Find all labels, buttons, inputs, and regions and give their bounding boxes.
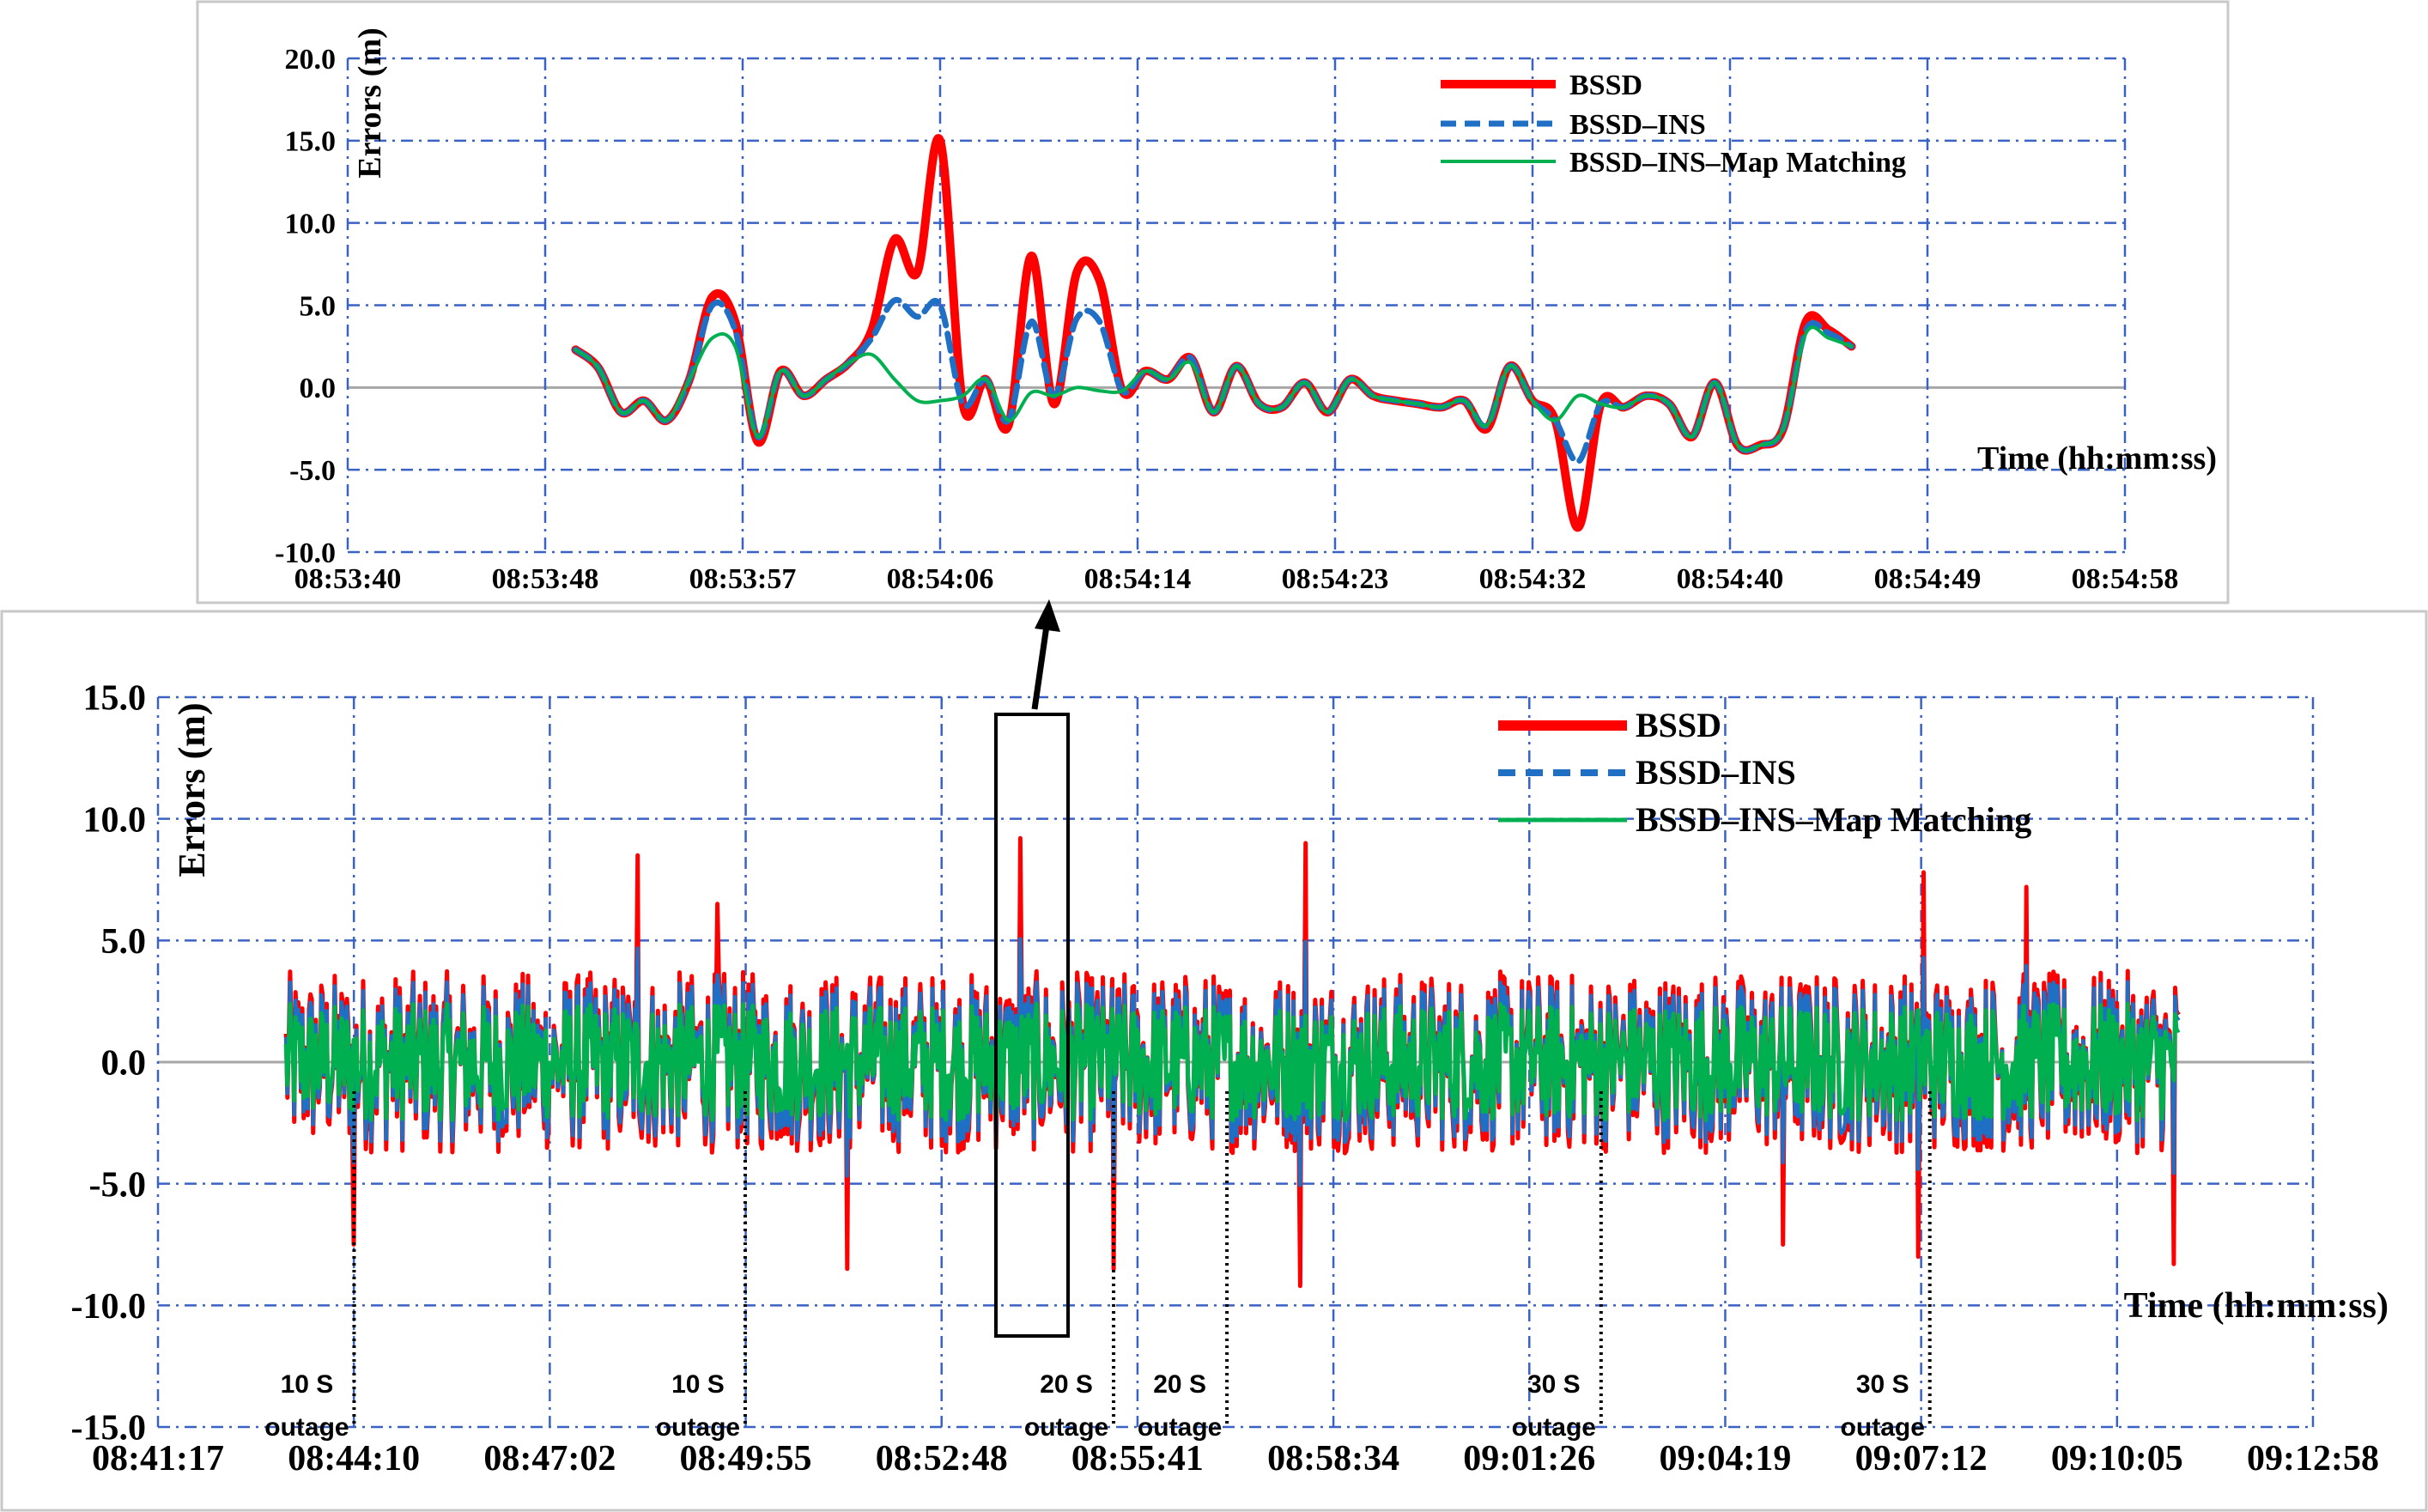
inset-x-tick-label: 08:54:58 <box>2072 563 2179 595</box>
inset-y-axis-label: Errors (m) <box>352 27 388 179</box>
inset-chart-frame <box>196 0 2230 604</box>
main-y-tick-label: 10.0 <box>83 800 147 840</box>
zoom-arrow-head <box>1035 599 1060 632</box>
main-y-tick-label: 0.0 <box>101 1044 147 1084</box>
outage-label: outage <box>656 1413 740 1442</box>
main-y-tick-labels: 15.0 10.0 5.0 0.0 -5.0 -10.0 -15.0 <box>71 679 147 1448</box>
main-x-tick-label: 09:12:58 <box>2247 1439 2379 1479</box>
outage-duration-label: 20 S <box>1040 1370 1093 1399</box>
outage-label: outage <box>1024 1413 1108 1442</box>
main-legend-label-bssd: BSSD <box>1636 706 1721 744</box>
main-series-line-2 <box>283 1001 2181 1123</box>
main-legend-label-bssd-ins-mm: BSSD–INS–Map Matching <box>1636 800 2031 839</box>
outage-markers: 10 S outage 10 S outage 20 S outage 20 S outage… <box>264 1091 1932 1442</box>
outage-duration-label: 10 S <box>671 1370 725 1399</box>
main-legend: BSSD BSSD–INS BSSD–INS–Map Matching <box>1498 706 2031 839</box>
inset-y-tick-label: 5.0 <box>300 290 337 322</box>
zoom-arrow-shaft <box>1031 619 1051 710</box>
inset-x-tick-labels: 08:53:40 08:53:48 08:53:57 08:54:06 08:54:14… <box>294 563 2179 595</box>
main-x-tick-label: 08:55:41 <box>1071 1439 1204 1479</box>
main-legend-label-bssd-ins: BSSD–INS <box>1636 753 1796 792</box>
inset-y-tick-label: 20.0 <box>285 44 337 76</box>
outage-duration-label: 20 S <box>1153 1370 1206 1399</box>
inset-x-tick-label: 08:54:32 <box>1479 563 1587 595</box>
main-y-axis-label: Errors (m) <box>171 702 213 877</box>
outage-duration-label: 10 S <box>281 1370 334 1399</box>
inset-x-axis-label: Time (hh:mm:ss) <box>1977 440 2217 477</box>
outage-label: outage <box>264 1413 349 1442</box>
inset-legend: BSSD BSSD–INS BSSD–INS–Map Matching <box>1441 70 1906 179</box>
inset-x-tick-label: 08:54:40 <box>1677 563 1784 595</box>
main-x-tick-labels: 08:41:17 08:44:10 08:47:02 08:49:55 08:52:48… <box>92 1439 2379 1479</box>
inset-series-line-2 <box>574 325 1854 452</box>
outage-label: outage <box>1512 1413 1596 1442</box>
inset-gridlines <box>346 57 2127 554</box>
main-x-tick-label: 08:49:55 <box>680 1439 812 1479</box>
inset-x-tick-label: 08:54:14 <box>1084 563 1192 595</box>
inset-y-tick-label: -10.0 <box>275 537 336 569</box>
inset-legend-label-bssd-ins: BSSD–INS <box>1569 109 1706 141</box>
main-x-tick-label: 09:04:19 <box>1659 1439 1791 1479</box>
inset-legend-label-bssd-ins-mm: BSSD–INS–Map Matching <box>1569 147 1906 179</box>
inset-y-tick-labels: 20.0 15.0 10.0 5.0 0.0 -5.0 -10.0 <box>275 44 336 569</box>
inset-x-tick-label: 08:53:48 <box>492 563 599 595</box>
inset-x-tick-label: 08:53:57 <box>689 563 797 595</box>
main-x-tick-label: 09:07:12 <box>1855 1439 1988 1479</box>
inset-y-tick-label: 15.0 <box>285 126 337 158</box>
inset-y-tick-label: 0.0 <box>300 373 337 404</box>
main-y-tick-label: 5.0 <box>101 922 147 962</box>
inset-x-tick-label: 08:53:40 <box>294 563 402 595</box>
main-x-tick-label: 08:44:10 <box>288 1439 420 1479</box>
main-y-tick-label: -10.0 <box>71 1287 147 1327</box>
inset-series-lines <box>571 134 1856 532</box>
inset-x-tick-label: 08:54:49 <box>1874 563 1982 595</box>
inset-x-tick-label: 08:54:23 <box>1282 563 1389 595</box>
main-y-tick-label: -15.0 <box>71 1409 147 1448</box>
inset-x-tick-label: 08:54:06 <box>887 563 994 595</box>
inset-legend-label-bssd: BSSD <box>1569 70 1642 101</box>
main-x-tick-label: 09:10:05 <box>2051 1439 2183 1479</box>
outage-label: outage <box>1138 1413 1222 1442</box>
main-x-tick-label: 09:01:26 <box>1463 1439 1595 1479</box>
main-x-axis-label: Time (hh:mm:ss) <box>2124 1286 2389 1326</box>
zoom-region-box <box>994 713 1070 1338</box>
outage-duration-label: 30 S <box>1856 1370 1909 1399</box>
main-x-tick-label: 08:58:34 <box>1267 1439 1399 1479</box>
main-y-tick-label: 15.0 <box>83 679 147 719</box>
main-y-tick-label: -5.0 <box>89 1165 147 1205</box>
main-x-tick-label: 08:41:17 <box>92 1439 224 1479</box>
outage-duration-label: 30 S <box>1527 1370 1581 1399</box>
outage-label: outage <box>1841 1413 1925 1442</box>
main-x-tick-label: 08:47:02 <box>483 1439 616 1479</box>
inset-y-tick-label: 10.0 <box>285 209 337 240</box>
inset-y-tick-label: -5.0 <box>289 455 336 487</box>
main-x-tick-label: 08:52:48 <box>876 1439 1008 1479</box>
main-series-lines <box>283 835 2181 1289</box>
